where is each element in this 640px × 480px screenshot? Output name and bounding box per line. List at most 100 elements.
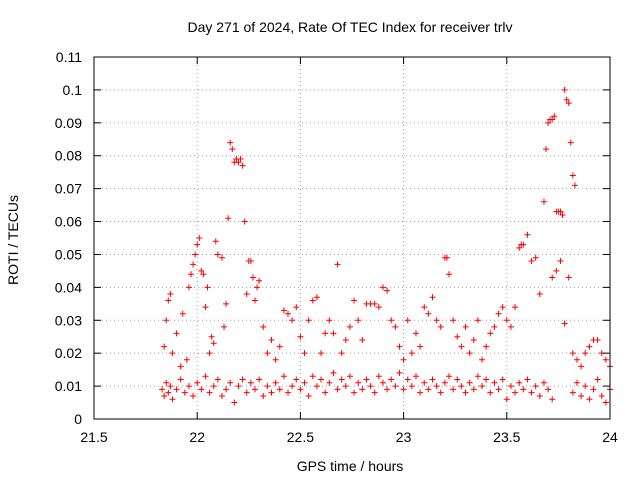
data-point-marker	[268, 337, 275, 344]
data-point-marker	[338, 350, 345, 357]
data-point-marker	[404, 317, 411, 324]
data-point-marker	[563, 96, 570, 103]
data-point-marker	[549, 116, 556, 123]
data-point-marker	[188, 271, 195, 278]
data-point-marker	[536, 392, 543, 399]
data-point-marker	[165, 389, 172, 396]
data-point-marker	[256, 277, 263, 284]
data-point-marker	[206, 350, 213, 357]
data-point-marker	[297, 386, 304, 393]
data-point-marker	[569, 389, 576, 396]
data-point-marker	[179, 310, 186, 317]
data-point-marker	[190, 392, 197, 399]
data-point-marker	[499, 376, 506, 383]
data-point-marker	[305, 392, 312, 399]
data-point-marker	[276, 343, 283, 350]
data-point-marker	[163, 317, 170, 324]
data-point-marker	[578, 392, 585, 399]
data-point-marker	[512, 389, 519, 396]
y-tick-label: 0.01	[55, 378, 82, 394]
data-point-marker	[196, 235, 203, 241]
data-point-marker	[322, 389, 329, 396]
data-point-marker	[495, 386, 502, 393]
data-point-marker	[404, 376, 411, 383]
data-point-marker	[200, 271, 207, 278]
y-tick-label: 0.07	[55, 181, 82, 197]
data-point-marker	[425, 310, 432, 317]
data-point-marker	[167, 383, 174, 390]
data-point-marker	[400, 356, 407, 363]
data-point-marker	[264, 350, 271, 357]
data-point-marker	[309, 373, 316, 380]
data-point-marker	[392, 383, 399, 390]
y-axis-ticks: 0 0.01 0.02 0.03 0.04 0.05 0.06 0.07 0.08 0.09 0.1…	[55, 49, 610, 427]
data-point-marker	[159, 386, 166, 393]
data-point-marker	[495, 310, 502, 317]
y-tick-label: 0.09	[55, 115, 82, 131]
data-point-marker	[443, 254, 450, 261]
data-point-marker	[384, 386, 391, 393]
data-point-marker	[318, 350, 325, 357]
data-point-marker	[487, 330, 494, 337]
data-point-marker	[194, 379, 201, 386]
data-point-marker	[330, 369, 337, 376]
y-tick-label: 0.06	[55, 214, 82, 230]
data-point-marker	[462, 389, 469, 396]
data-point-marker	[569, 172, 576, 179]
x-tick-label: 23.5	[493, 429, 520, 445]
chart-title: Day 271 of 2024, Rate Of TEC Index for r…	[187, 19, 512, 35]
plot-frame	[93, 56, 611, 420]
data-point-marker	[441, 379, 448, 386]
data-point-marker	[210, 383, 217, 390]
data-point-marker	[437, 323, 444, 330]
data-point-marker	[379, 379, 386, 386]
data-point-marker	[536, 290, 543, 297]
data-point-marker	[239, 162, 246, 169]
data-point-marker	[342, 337, 349, 344]
data-point-marker	[227, 139, 234, 146]
data-point-marker	[256, 376, 263, 383]
data-point-marker	[520, 241, 527, 248]
data-point-marker	[190, 261, 197, 268]
data-point-marker	[322, 330, 329, 337]
x-tick-label: 24	[602, 429, 618, 445]
data-point-marker	[590, 386, 597, 393]
data-point-marker	[571, 182, 578, 189]
data-point-marker	[408, 383, 415, 390]
y-tick-label: 0.08	[55, 148, 82, 164]
data-points	[159, 86, 613, 406]
data-point-marker	[198, 386, 205, 393]
data-point-marker	[545, 386, 552, 393]
data-point-marker	[185, 284, 192, 291]
data-point-marker	[507, 323, 514, 330]
data-point-marker	[375, 304, 382, 311]
data-point-marker	[351, 389, 358, 396]
data-point-marker	[507, 383, 514, 390]
data-point-marker	[388, 376, 395, 383]
data-point-marker	[543, 146, 550, 153]
data-point-marker	[218, 392, 225, 399]
data-point-marker	[433, 383, 440, 390]
data-point-marker	[462, 323, 469, 330]
data-point-marker	[516, 244, 523, 251]
y-tick-label: 0.03	[55, 312, 82, 328]
data-point-marker	[351, 297, 358, 304]
data-point-marker	[218, 254, 225, 261]
data-point-marker	[578, 363, 585, 370]
data-point-marker	[202, 304, 209, 311]
data-point-marker	[450, 317, 457, 324]
data-point-marker	[379, 284, 386, 291]
data-point-marker	[223, 300, 230, 307]
data-point-marker	[479, 383, 486, 390]
data-point-marker	[169, 350, 176, 357]
data-point-marker	[516, 379, 523, 386]
data-point-marker	[161, 392, 168, 399]
data-point-marker	[602, 399, 609, 406]
data-point-marker	[280, 373, 287, 380]
data-point-marker	[231, 399, 238, 406]
data-point-marker	[425, 386, 432, 393]
data-point-marker	[429, 376, 436, 383]
data-point-marker	[237, 156, 244, 163]
data-point-marker	[491, 379, 498, 386]
data-point-marker	[225, 215, 232, 222]
